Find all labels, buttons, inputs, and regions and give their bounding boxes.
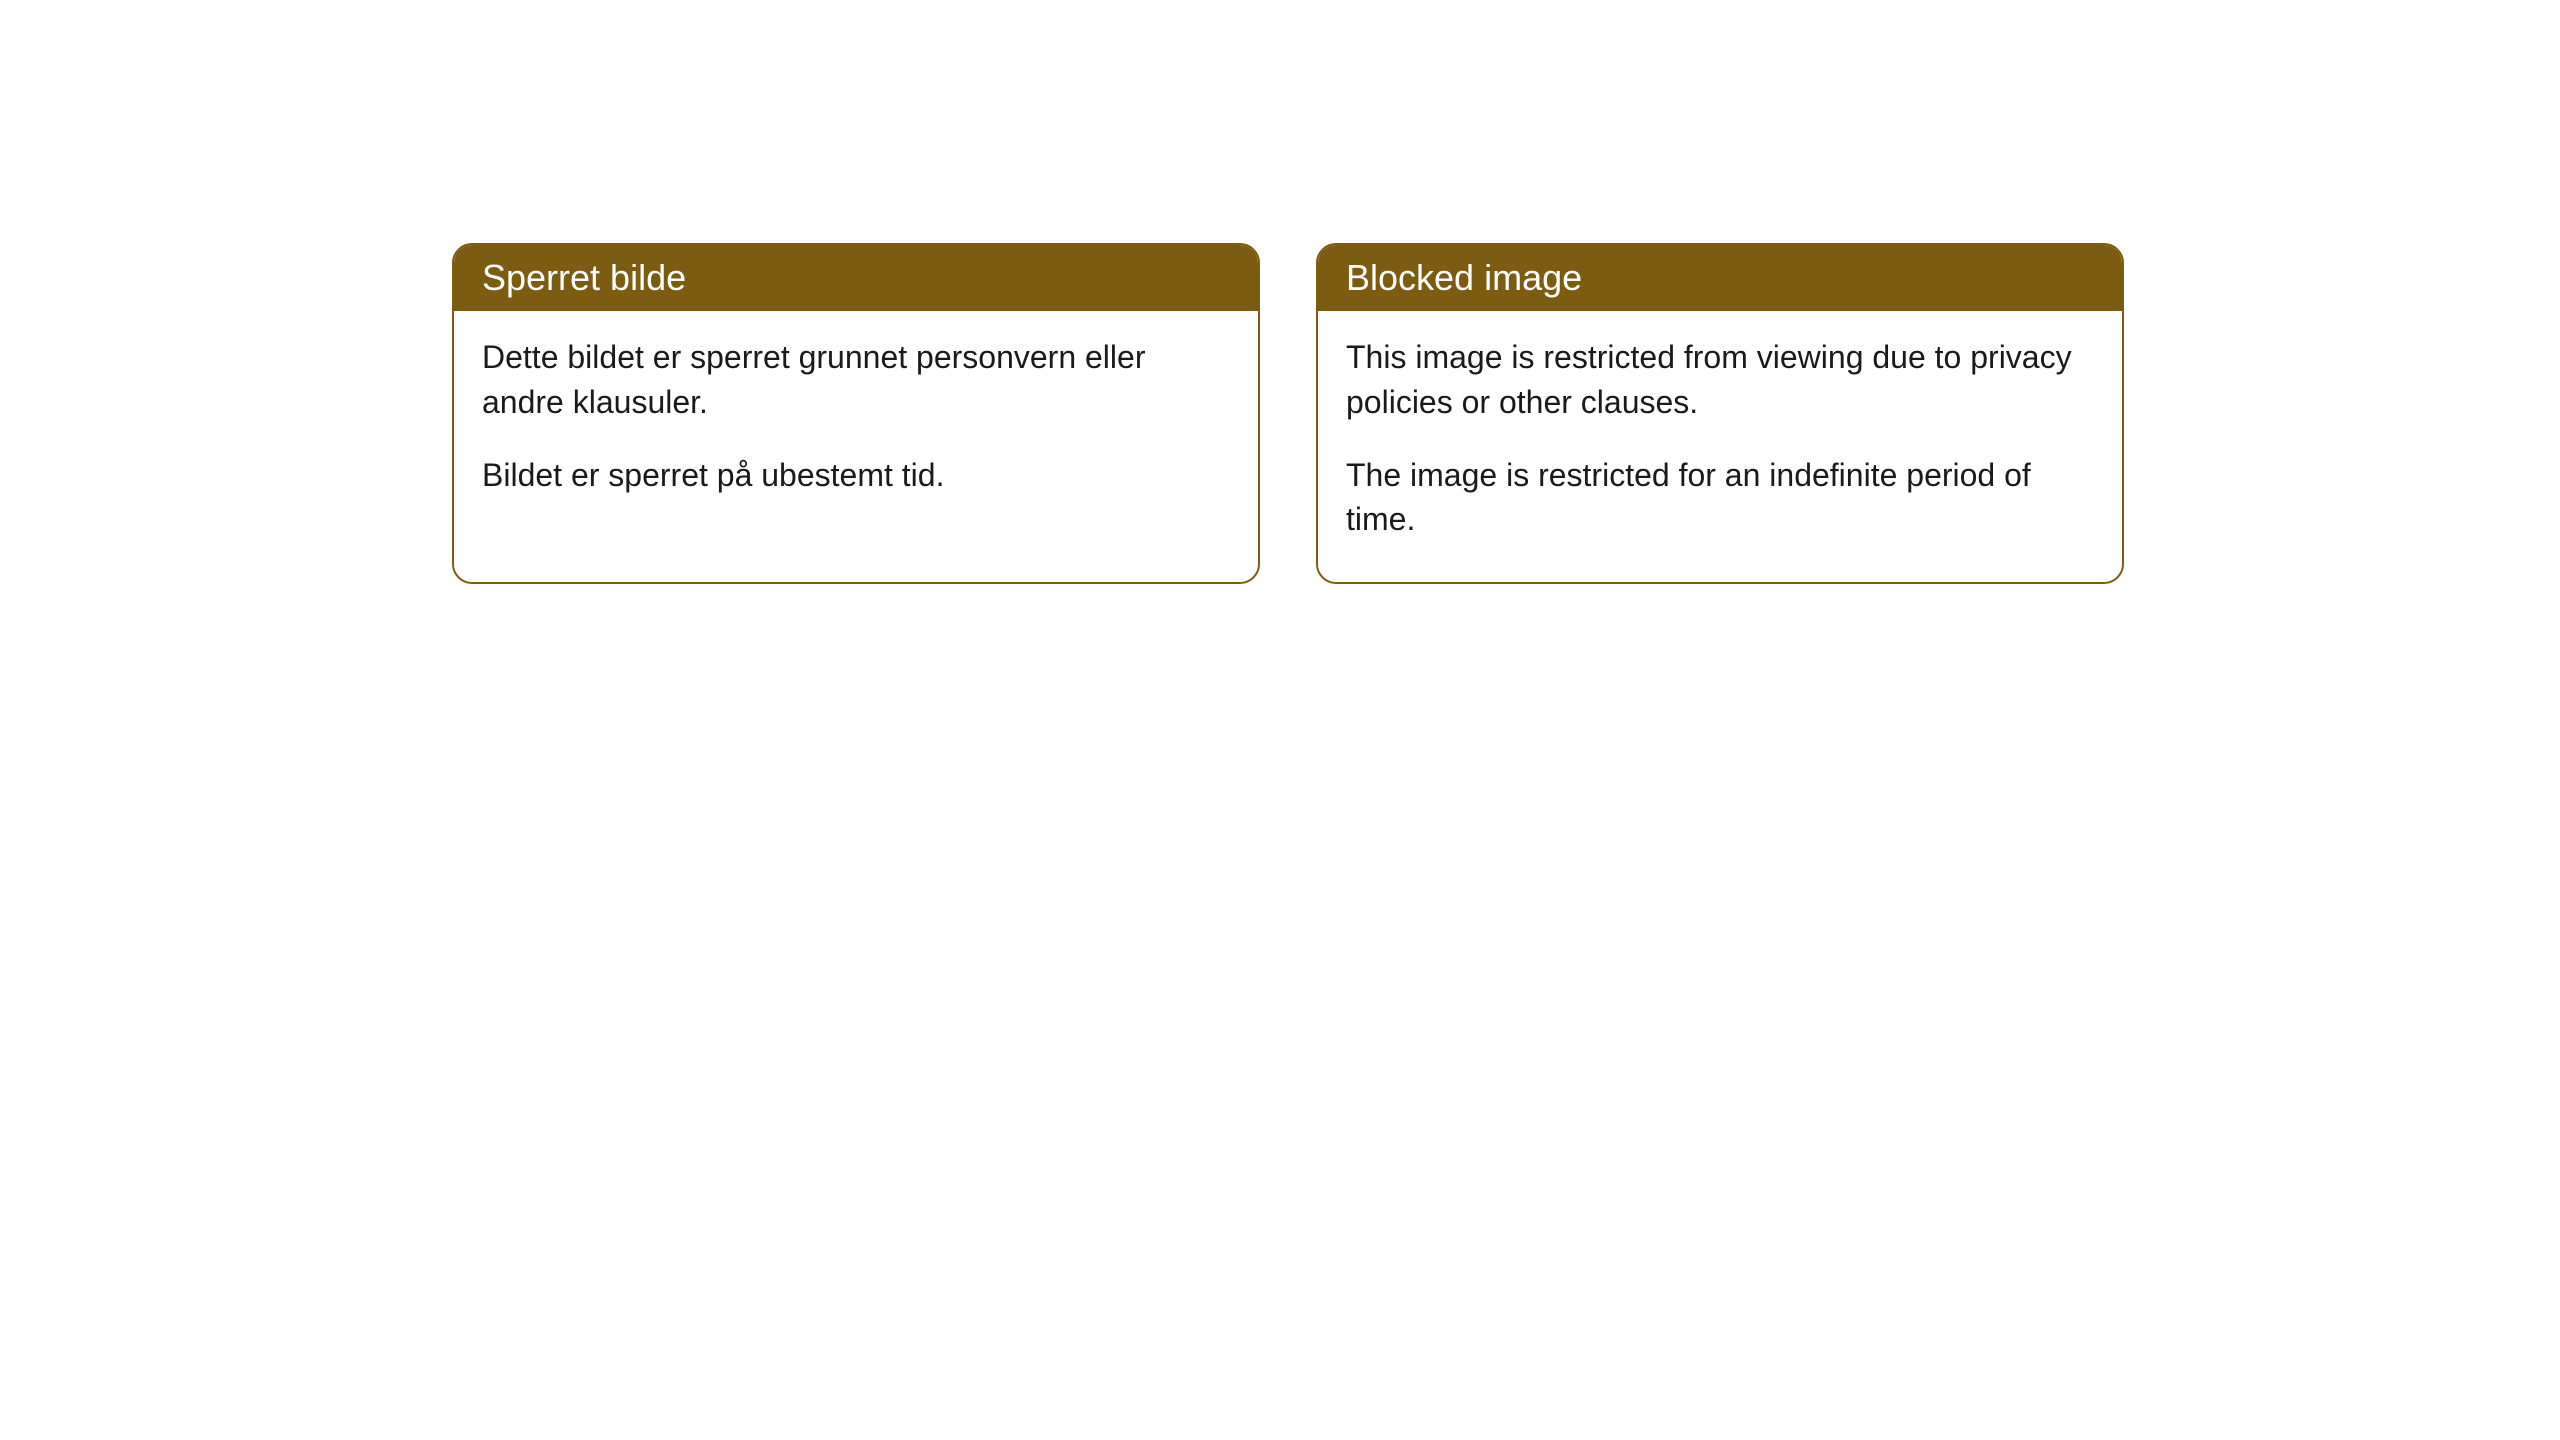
cards-container: Sperret bilde Dette bildet er sperret gr… <box>0 0 2560 584</box>
card-header-norwegian: Sperret bilde <box>454 245 1258 311</box>
card-body-english: This image is restricted from viewing du… <box>1318 311 2122 582</box>
card-paragraph: Dette bildet er sperret grunnet personve… <box>482 335 1230 425</box>
card-paragraph: The image is restricted for an indefinit… <box>1346 453 2094 543</box>
card-paragraph: This image is restricted from viewing du… <box>1346 335 2094 425</box>
card-paragraph: Bildet er sperret på ubestemt tid. <box>482 453 1230 498</box>
card-norwegian: Sperret bilde Dette bildet er sperret gr… <box>452 243 1260 584</box>
card-header-english: Blocked image <box>1318 245 2122 311</box>
card-english: Blocked image This image is restricted f… <box>1316 243 2124 584</box>
card-body-norwegian: Dette bildet er sperret grunnet personve… <box>454 311 1258 537</box>
